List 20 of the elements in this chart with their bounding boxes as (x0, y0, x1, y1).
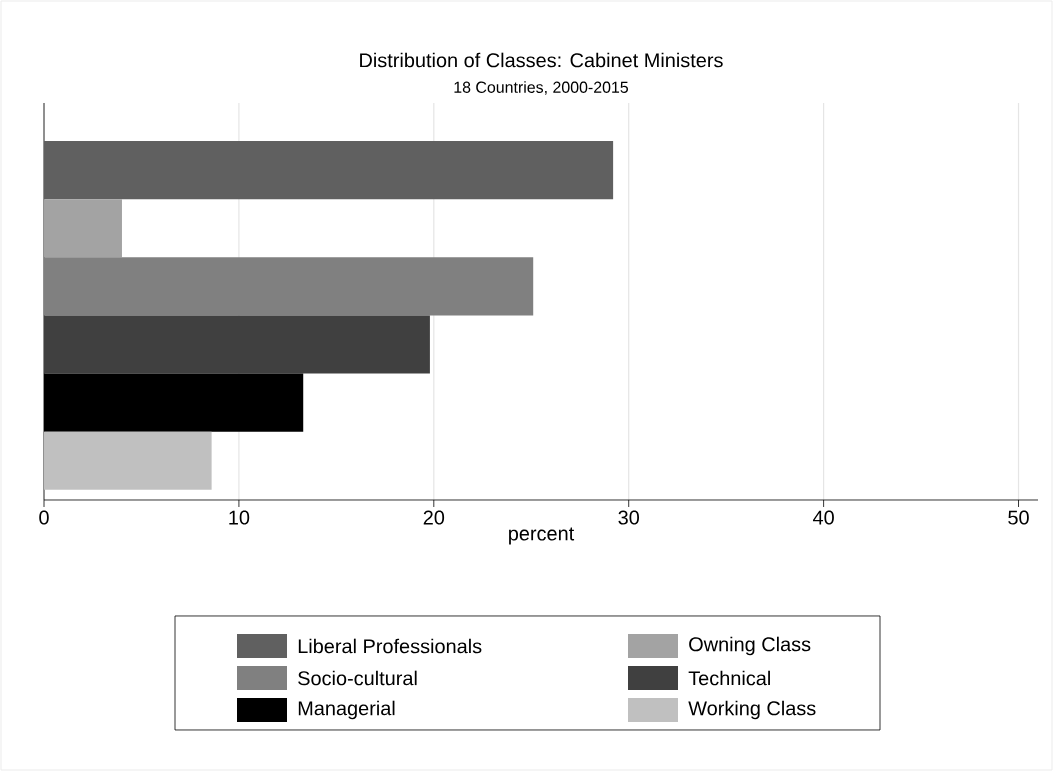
x-tick-label: 20 (423, 510, 445, 525)
x-axis-title: percent (509, 527, 575, 545)
bar (44, 315, 430, 374)
legend-label: Liberal Professionals (298, 638, 482, 654)
legend-label: Technical (688, 670, 770, 686)
legend-label: Socio-cultural (298, 670, 417, 686)
legend-label: Managerial (298, 700, 395, 720)
x-tick-label: 0 (39, 510, 49, 525)
x-tick-label: 50 (1008, 510, 1029, 525)
chart-title: Distribution of Classes: Cabinet Ministers (360, 52, 723, 68)
x-tick-label: 40 (812, 510, 834, 525)
bar (44, 199, 122, 258)
legend-label: Working Class (688, 700, 816, 720)
bar (44, 257, 534, 316)
legend-label: Owning Class (689, 636, 811, 656)
x-tick-label: 30 (618, 510, 640, 525)
bar (44, 431, 212, 490)
bar (44, 141, 614, 200)
chart-subtitle: 18 Countries, 2000-2015 (454, 81, 629, 95)
x-tick-label: 10 (229, 510, 250, 525)
